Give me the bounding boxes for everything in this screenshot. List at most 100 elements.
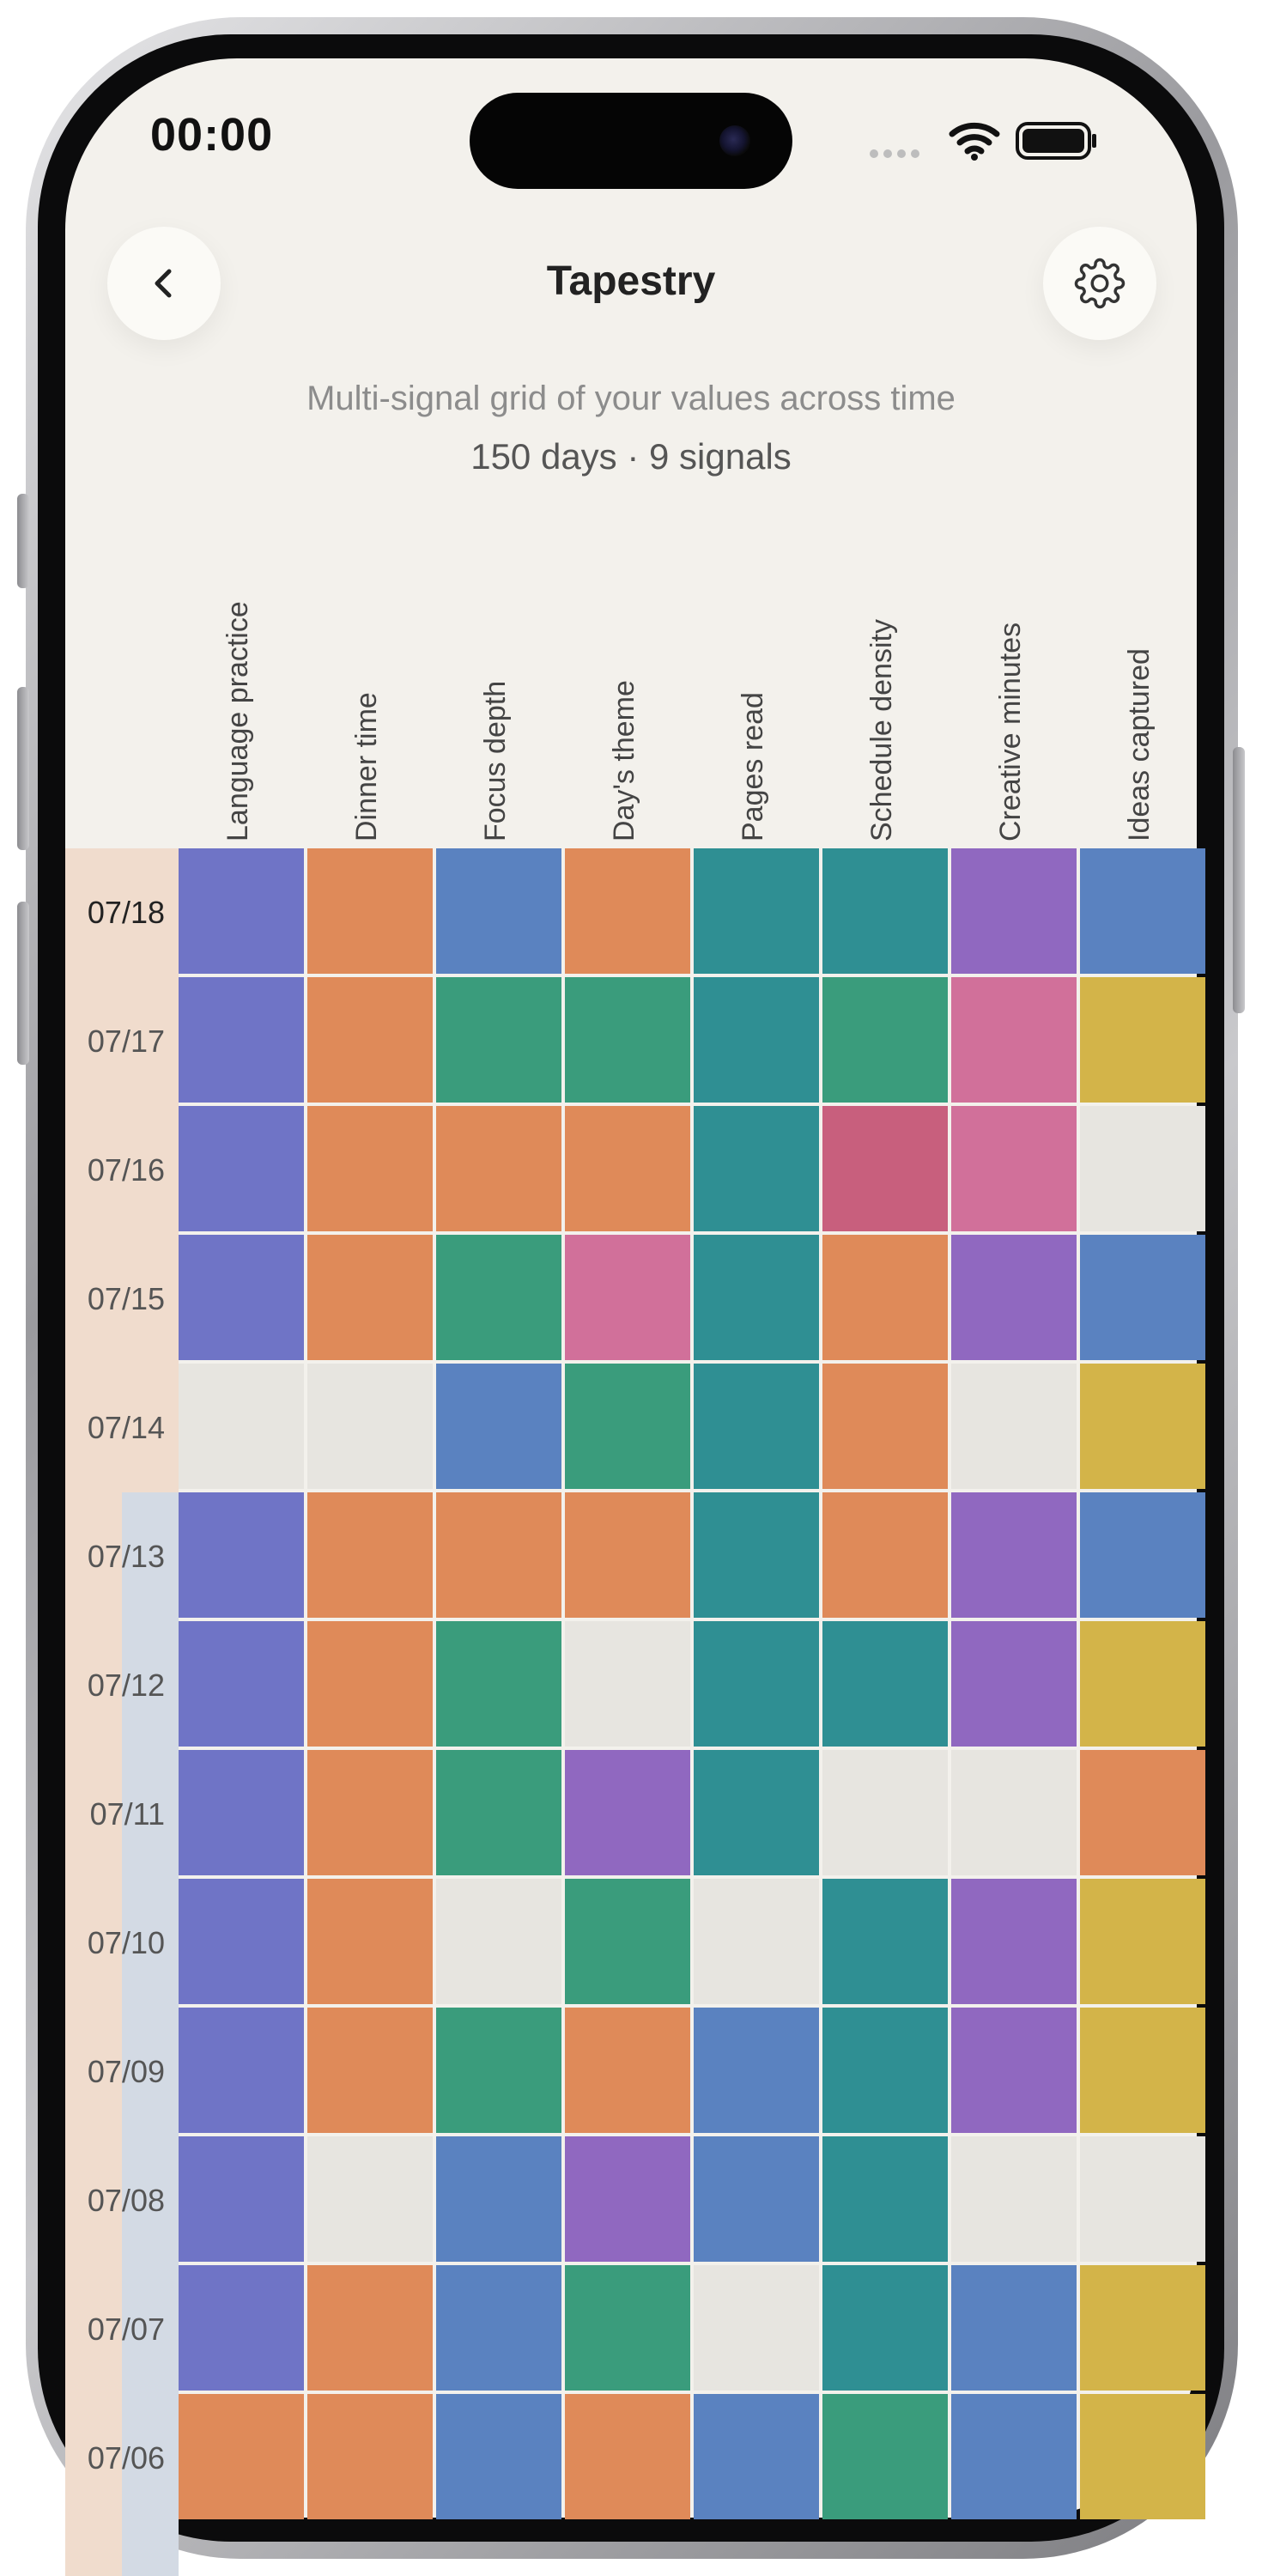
grid-cell[interactable] (1080, 2008, 1205, 2133)
grid-cell[interactable] (822, 2136, 948, 2262)
grid-cell[interactable] (1080, 1235, 1205, 1360)
grid-cell[interactable] (951, 848, 1077, 974)
grid-cell[interactable] (1080, 1106, 1205, 1231)
grid-cell[interactable] (565, 2394, 690, 2519)
grid-cell[interactable] (694, 2008, 819, 2133)
grid-cell[interactable] (307, 1750, 433, 1875)
grid-cell[interactable] (951, 1621, 1077, 1747)
grid-cell[interactable] (1080, 2265, 1205, 2391)
grid-cell[interactable] (822, 1106, 948, 1231)
grid-cell[interactable] (436, 1621, 561, 1747)
grid-cell[interactable] (951, 2136, 1077, 2262)
grid-cell[interactable] (307, 1364, 433, 1489)
grid-cell[interactable] (822, 2008, 948, 2133)
grid-cell[interactable] (694, 2265, 819, 2391)
grid-cell[interactable] (307, 1106, 433, 1231)
grid-cell[interactable] (307, 2394, 433, 2519)
grid-cell[interactable] (822, 1235, 948, 1360)
grid-cell[interactable] (1080, 977, 1205, 1103)
grid-cell[interactable] (694, 1106, 819, 1231)
grid-cell[interactable] (565, 977, 690, 1103)
grid-cell[interactable] (436, 2136, 561, 2262)
grid-cell[interactable] (307, 848, 433, 974)
grid-cell[interactable] (1080, 1879, 1205, 2004)
grid-cell[interactable] (565, 1750, 690, 1875)
grid-cell[interactable] (565, 2265, 690, 2391)
grid-cell[interactable] (307, 1235, 433, 1360)
grid-cell[interactable] (822, 977, 948, 1103)
grid-cell[interactable] (436, 1106, 561, 1231)
grid-cell[interactable] (179, 977, 304, 1103)
grid-cell[interactable] (822, 1492, 948, 1618)
grid-cell[interactable] (436, 977, 561, 1103)
grid-cell[interactable] (565, 1879, 690, 2004)
grid-cell[interactable] (822, 2394, 948, 2519)
grid-cell[interactable] (822, 2265, 948, 2391)
grid-cell[interactable] (822, 848, 948, 974)
grid-cell[interactable] (822, 1750, 948, 1875)
grid-cell[interactable] (565, 1364, 690, 1489)
grid-cell[interactable] (179, 1364, 304, 1489)
grid-cell[interactable] (694, 2136, 819, 2262)
grid-cell[interactable] (1080, 848, 1205, 974)
grid-cell[interactable] (951, 1106, 1077, 1231)
settings-button[interactable] (1043, 227, 1156, 340)
grid-cell[interactable] (951, 1750, 1077, 1875)
grid-cell[interactable] (565, 2008, 690, 2133)
grid-cell[interactable] (565, 1235, 690, 1360)
grid-cell[interactable] (436, 2265, 561, 2391)
grid-cell[interactable] (694, 1492, 819, 1618)
grid-cell[interactable] (307, 2136, 433, 2262)
grid-cell[interactable] (1080, 2394, 1205, 2519)
grid-cell[interactable] (951, 1235, 1077, 1360)
grid-cell[interactable] (307, 1879, 433, 2004)
grid-cell[interactable] (179, 2394, 304, 2519)
grid-cell[interactable] (179, 848, 304, 974)
back-button[interactable] (107, 227, 221, 340)
grid-cell[interactable] (179, 1879, 304, 2004)
grid-cell[interactable] (179, 2265, 304, 2391)
grid-cell[interactable] (694, 1364, 819, 1489)
grid-cell[interactable] (179, 1492, 304, 1618)
grid-cell[interactable] (436, 1364, 561, 1489)
grid-cell[interactable] (951, 977, 1077, 1103)
grid-cell[interactable] (179, 1235, 304, 1360)
grid-cell[interactable] (694, 1235, 819, 1360)
grid-cell[interactable] (1080, 1621, 1205, 1747)
grid-cell[interactable] (951, 1879, 1077, 2004)
grid-cell[interactable] (179, 1106, 304, 1231)
grid-cell[interactable] (694, 2394, 819, 2519)
grid-cell[interactable] (436, 2394, 561, 2519)
grid-cell[interactable] (694, 977, 819, 1103)
grid-cell[interactable] (179, 2136, 304, 2262)
grid-cell[interactable] (951, 2394, 1077, 2519)
grid-cell[interactable] (822, 1364, 948, 1489)
grid-cell[interactable] (436, 1750, 561, 1875)
grid-cell[interactable] (307, 2008, 433, 2133)
grid-cell[interactable] (179, 1750, 304, 1875)
grid-cell[interactable] (436, 848, 561, 974)
grid-cell[interactable] (1080, 1492, 1205, 1618)
grid-cell[interactable] (436, 1235, 561, 1360)
grid-cell[interactable] (1080, 1364, 1205, 1489)
grid-cell[interactable] (565, 1492, 690, 1618)
grid-cell[interactable] (179, 1621, 304, 1747)
grid-cell[interactable] (951, 1364, 1077, 1489)
grid-cell[interactable] (822, 1879, 948, 2004)
grid-cell[interactable] (307, 977, 433, 1103)
grid-cell[interactable] (436, 1492, 561, 1618)
grid-cell[interactable] (951, 1492, 1077, 1618)
grid-cell[interactable] (565, 2136, 690, 2262)
grid-cell[interactable] (694, 1750, 819, 1875)
grid-cell[interactable] (565, 1621, 690, 1747)
grid-cell[interactable] (307, 1621, 433, 1747)
grid-cell[interactable] (436, 1879, 561, 2004)
grid-cell[interactable] (822, 1621, 948, 1747)
grid-cell[interactable] (307, 1492, 433, 1618)
grid-cell[interactable] (436, 2008, 561, 2133)
grid-cell[interactable] (179, 2008, 304, 2133)
grid-cell[interactable] (694, 1879, 819, 2004)
grid-cell[interactable] (951, 2265, 1077, 2391)
grid-cell[interactable] (307, 2265, 433, 2391)
grid-cell[interactable] (565, 1106, 690, 1231)
